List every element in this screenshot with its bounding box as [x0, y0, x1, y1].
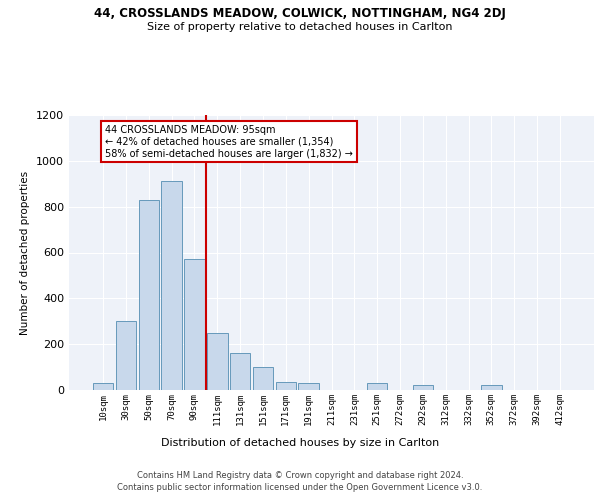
Bar: [93, 383, 113, 390]
Bar: [139, 200, 159, 390]
Bar: [161, 182, 182, 390]
Bar: [298, 383, 319, 390]
Text: Size of property relative to detached houses in Carlton: Size of property relative to detached ho…: [147, 22, 453, 32]
Text: 44, CROSSLANDS MEADOW, COLWICK, NOTTINGHAM, NG4 2DJ: 44, CROSSLANDS MEADOW, COLWICK, NOTTINGH…: [94, 8, 506, 20]
Bar: [207, 332, 227, 390]
Text: Contains HM Land Registry data © Crown copyright and database right 2024.
Contai: Contains HM Land Registry data © Crown c…: [118, 471, 482, 492]
Text: 44 CROSSLANDS MEADOW: 95sqm
← 42% of detached houses are smaller (1,354)
58% of : 44 CROSSLANDS MEADOW: 95sqm ← 42% of det…: [105, 126, 353, 158]
Bar: [367, 383, 388, 390]
Bar: [253, 367, 273, 390]
Bar: [116, 322, 136, 390]
Bar: [413, 386, 433, 390]
Y-axis label: Number of detached properties: Number of detached properties: [20, 170, 31, 334]
Bar: [184, 260, 205, 390]
Bar: [275, 382, 296, 390]
Bar: [481, 386, 502, 390]
Text: Distribution of detached houses by size in Carlton: Distribution of detached houses by size …: [161, 438, 439, 448]
Bar: [230, 354, 250, 390]
